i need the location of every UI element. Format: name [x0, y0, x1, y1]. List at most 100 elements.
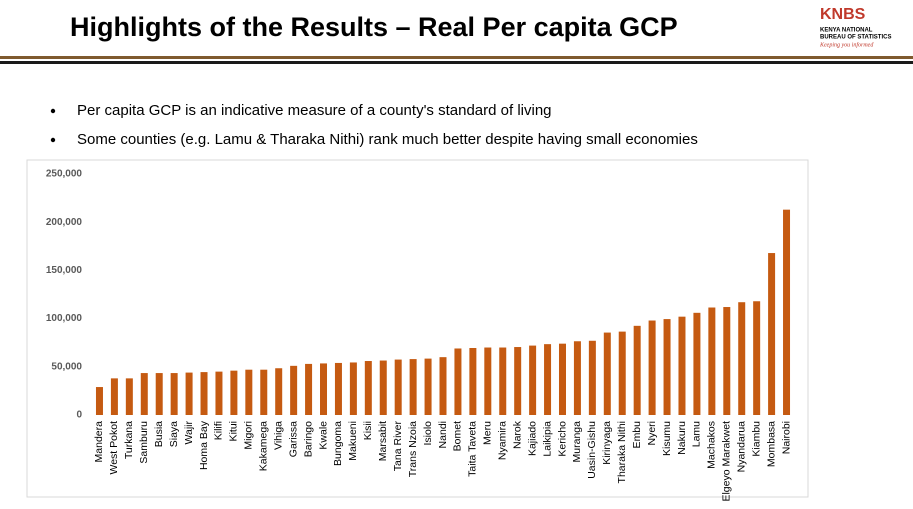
bar: [648, 320, 656, 415]
x-tick-label: Kisumu: [661, 421, 673, 456]
x-tick-label: Turkana: [123, 421, 135, 459]
bar: [573, 341, 581, 415]
bar: [693, 312, 701, 415]
x-tick-label: Mandera: [93, 421, 105, 463]
bar: [334, 362, 342, 415]
bar: [603, 332, 611, 415]
bar: [320, 363, 328, 415]
bullet-text: Per capita GCP is an indicative measure …: [77, 102, 552, 119]
slide-title: Highlights of the Results – Real Per cap…: [70, 12, 678, 42]
bar: [768, 253, 776, 415]
x-tick-label: Lamu: [691, 421, 703, 447]
bar: [200, 372, 208, 415]
x-tick-label: Laikipia: [541, 421, 553, 457]
x-tick-label: Marsabit: [377, 421, 389, 461]
x-tick-label: Nyandarua: [736, 421, 748, 473]
x-tick-label: Uasin-Gishu: [586, 421, 598, 479]
chart-frame: [26, 159, 809, 498]
bar: [140, 373, 148, 415]
bullet-text: Some counties (e.g. Lamu & Tharaka Nithi…: [77, 131, 698, 148]
y-tick-label: 0: [76, 410, 82, 421]
bar: [260, 369, 268, 415]
x-tick-label: Migori: [243, 421, 255, 450]
x-tick-label: Garissa: [287, 421, 299, 457]
x-tick-label: Baringo: [302, 421, 314, 457]
x-tick-label: Narok: [511, 420, 523, 449]
y-tick-label: 100,000: [46, 313, 83, 324]
bar: [723, 307, 731, 415]
bar: [544, 344, 552, 415]
x-tick-label: Kakamega: [258, 421, 270, 471]
x-tick-label: Elgeyo Marakwet: [721, 421, 733, 502]
bar: [663, 319, 671, 415]
x-tick-label: Tana River: [392, 421, 404, 472]
bar: [633, 325, 641, 415]
x-tick-label: Samburu: [138, 421, 150, 464]
bar: [170, 373, 178, 415]
bar: [275, 368, 283, 415]
bar: [678, 316, 686, 415]
bar: [394, 359, 402, 415]
x-tick-label: Kitui: [228, 421, 240, 441]
y-tick-label: 200,000: [46, 217, 83, 228]
logo-line: BUREAU OF STATISTICS: [820, 35, 891, 41]
x-tick-label: Tharaka Nithi: [616, 421, 628, 483]
x-tick-label: Kirinyaga: [601, 421, 613, 465]
x-tick-label: Makueni: [347, 421, 359, 461]
bar: [245, 369, 253, 415]
bar: [439, 357, 447, 415]
x-tick-label: Isiolo: [422, 421, 434, 446]
bar: [409, 359, 417, 415]
bar: [215, 371, 223, 415]
x-tick-label: Kisii: [362, 421, 374, 440]
bar: [529, 345, 537, 415]
header-rule: [0, 61, 913, 64]
bar: [185, 372, 193, 415]
x-tick-label: Kwale: [317, 421, 329, 450]
x-tick-label: Kajiado: [526, 421, 538, 456]
logo-motto: Keeping you informed: [819, 41, 874, 48]
x-tick-label: Siaya: [168, 421, 180, 447]
x-tick-label: Vihiga: [272, 421, 284, 450]
bullet-dot: [50, 137, 56, 143]
x-tick-label: Meru: [482, 421, 494, 445]
bar: [110, 378, 118, 415]
bar: [95, 387, 103, 415]
bar: [753, 301, 761, 415]
bullet-dot: [50, 108, 56, 114]
bar: [290, 365, 298, 415]
x-tick-label: Bungoma: [332, 421, 344, 466]
x-tick-label: Trans Nzoia: [407, 421, 419, 477]
logo-name: KNBS: [820, 6, 866, 23]
logo: KNBS KENYA NATIONAL BUREAU OF STATISTICS…: [819, 6, 891, 48]
x-tick-label: Taita Taveta: [467, 421, 479, 477]
x-tick-label: Homa Bay: [198, 420, 210, 470]
bar: [618, 331, 626, 415]
x-tick-label: West Pokot: [108, 421, 120, 475]
x-tick-label: Busia: [153, 421, 165, 447]
bar: [379, 360, 387, 415]
bar: [588, 340, 596, 415]
bar: [469, 348, 477, 415]
bar: [349, 362, 357, 415]
bar: [783, 209, 791, 415]
bar: [514, 347, 522, 415]
x-tick-label: Nairobi: [780, 421, 792, 454]
x-tick-label: Mombasa: [765, 421, 777, 467]
x-tick-label: Nakuru: [676, 421, 688, 455]
bar: [738, 302, 746, 415]
header-rule: [0, 56, 913, 59]
x-tick-label: Nyeri: [646, 421, 658, 446]
x-tick-label: Nyamira: [497, 421, 509, 460]
x-tick-label: Muranga: [571, 421, 583, 463]
bar: [155, 373, 163, 415]
bar: [364, 361, 372, 415]
logo-line: KENYA NATIONAL: [820, 28, 873, 34]
bar: [499, 347, 507, 415]
y-tick-label: 250,000: [46, 169, 83, 180]
x-tick-label: Machakos: [706, 421, 718, 469]
x-tick-label: Kilifi: [213, 421, 225, 440]
bar: [558, 343, 566, 415]
bar: [424, 358, 432, 415]
